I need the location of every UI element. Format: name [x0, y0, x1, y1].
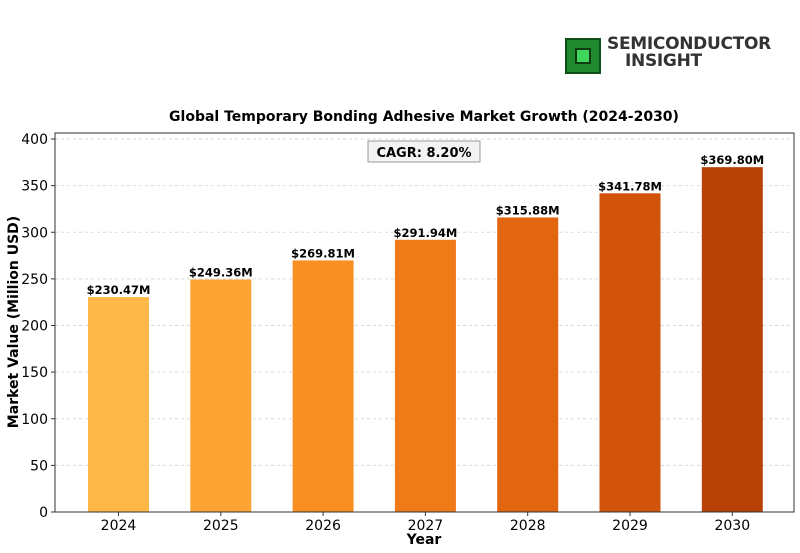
data-label-2028: $315.88M: [496, 203, 560, 217]
x-tick-label: 2024: [101, 518, 137, 534]
y-tick-label: 250: [21, 272, 48, 288]
data-label-2030: $369.80M: [700, 153, 764, 167]
bar-2028: [497, 217, 559, 512]
chart-title: Global Temporary Bonding Adhesive Market…: [169, 109, 679, 125]
chip-icon: [565, 38, 601, 74]
logo-text: SEMICONDUCTOR INSIGHT: [607, 36, 771, 70]
x-tick-label: 2029: [612, 518, 648, 534]
data-labels: $230.47M $249.36M $269.81M $291.94M $315.88M…: [87, 153, 765, 297]
cagr-annotation: CAGR: 8.20%: [367, 140, 481, 163]
y-tick-label: 100: [21, 412, 48, 428]
y-axis-label: Market Value (Million USD): [6, 216, 22, 428]
logo-line-2: INSIGHT: [625, 51, 702, 71]
data-label-2027: $291.94M: [393, 226, 457, 240]
y-tick-label: 50: [30, 458, 48, 474]
x-tick-label: 2030: [714, 518, 750, 534]
y-tick-label: 200: [21, 319, 48, 335]
y-tick-label: 350: [21, 179, 48, 195]
bar-2026: [292, 260, 354, 512]
x-tick-label: 2027: [408, 518, 444, 534]
x-tick-label: 2025: [203, 518, 239, 534]
y-tick-label: 150: [21, 365, 48, 381]
data-label-2029: $341.78M: [598, 179, 662, 193]
bar-2027: [394, 239, 456, 513]
x-axis-ticks: 2024 2025 2026 2027 2028 2029 2030: [101, 512, 750, 534]
y-tick-label: 300: [21, 225, 48, 241]
x-tick-label: 2026: [305, 518, 341, 534]
data-label-2025: $249.36M: [189, 265, 253, 279]
bar-2029: [599, 193, 661, 512]
y-tick-label: 400: [21, 132, 48, 148]
bar-2024: [88, 297, 149, 512]
y-axis-ticks: 0 50 100 150 200 250 300 350 400: [21, 132, 55, 521]
y-tick-label: 0: [39, 505, 48, 521]
data-label-2026: $269.81M: [291, 246, 355, 260]
data-label-2024: $230.47M: [87, 283, 151, 297]
bars: [88, 167, 763, 513]
bar-2030: [701, 167, 763, 512]
plot-frame: [54, 132, 795, 513]
x-tick-label: 2028: [510, 518, 546, 534]
x-axis-label: Year: [406, 532, 442, 548]
bar-2025: [190, 279, 252, 512]
cagr-label: CAGR: 8.20%: [376, 146, 471, 161]
semiconductor-insight-logo: SEMICONDUCTOR INSIGHT: [565, 36, 780, 78]
logo-line-1: SEMICONDUCTOR: [607, 34, 771, 54]
